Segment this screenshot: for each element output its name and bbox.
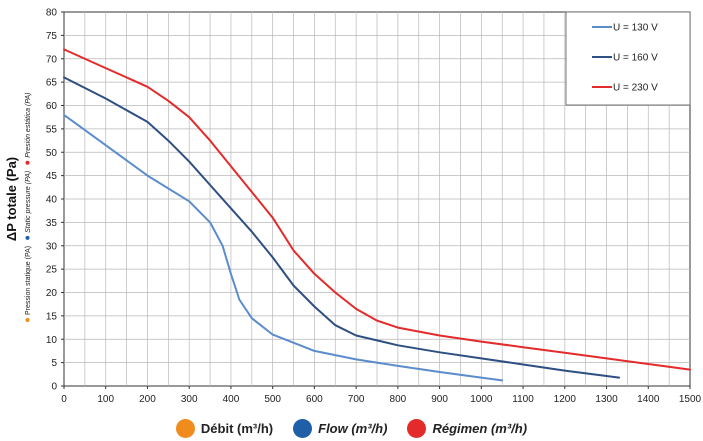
x-tick-label: 500 [264,394,281,405]
y-axis-title: ΔP totale (Pa) [4,157,19,241]
bottom-legend-item-regimen: Régimen (m³/h) [407,418,528,438]
x-tick-label: 400 [223,394,240,405]
x-tick-label: 1200 [554,394,577,405]
y-tick-label: 65 [46,78,58,89]
x-tick-label: 700 [348,394,365,405]
bottom-legend-label-debit: Débit (m³/h) [200,420,274,436]
x-tick-label: 200 [139,394,156,405]
x-tick-label: 1000 [470,394,493,405]
legend-box [565,11,691,106]
y-tick-label: 75 [46,31,58,42]
blue-dot-icon [293,418,313,438]
x-tick-label: 100 [97,394,114,405]
x-tick-label: 1300 [595,394,618,405]
y-axis-note: Pression statique (PA) [25,246,32,315]
y-tick-label: 45 [46,171,58,182]
y-tick-label: 50 [46,148,58,159]
legend-label: U = 130 V [613,23,658,34]
legend-label: U = 160 V [613,53,658,64]
y-tick-label: 70 [46,54,58,65]
y-tick-label: 60 [46,101,58,112]
series-line-3 [63,48,691,371]
orange-dot-icon [175,418,195,438]
x-tick-label: 1400 [637,394,660,405]
y-tick-label: 25 [46,265,58,276]
y-axis-note: Static pressure (PA) [25,171,32,233]
bottom-legend-label-regimen: Régimen (m³/h) [432,420,528,436]
legend-label: U = 230 V [613,83,658,94]
y-axis-note: Presión estática (PA) [25,93,32,158]
y-tick-label: 10 [46,335,58,346]
note-dot-icon [25,160,30,165]
y-axis-notes: Pression statique (PA) Static pressure (P… [25,93,32,322]
x-tick-label: 800 [390,394,407,405]
y-tick-label: 30 [46,241,58,252]
y-tick-label: 80 [46,8,58,19]
pressure-flow-chart: 0 100 200 300 400 500 600 700 800 900 1000 1100 1200… [4,8,702,406]
chart-legend: U = 130 V U = 160 V U = 230 V [565,11,691,106]
series-line-1 [63,113,504,382]
y-tick-label: 0 [51,382,57,393]
y-axis-label-group: ΔP totale (Pa) [4,157,19,241]
x-tick-label: 1500 [679,394,702,405]
y-tick-label: 40 [46,195,58,206]
red-dot-icon [407,418,427,438]
x-tick-label: 0 [61,394,67,405]
bottom-legend: Débit (m³/h) Flow (m³/h) Régimen (m³/h) [0,416,703,440]
series-line-2 [63,76,621,379]
bottom-legend-item-debit: Débit (m³/h) [175,418,274,438]
y-tick-label: 5 [51,358,57,369]
x-tick-label: 600 [306,394,323,405]
note-dot-icon [25,318,30,322]
x-tick-label: 300 [181,394,198,405]
bottom-legend-label-flow: Flow (m³/h) [318,420,388,436]
x-tick-label: 1100 [512,394,534,405]
y-tick-label: 55 [46,124,58,135]
y-tick-label: 15 [46,311,58,322]
y-tick-label: 20 [46,288,58,299]
x-tick-label: 900 [431,394,448,405]
y-tick-label: 35 [46,218,58,229]
bottom-legend-item-flow: Flow (m³/h) [293,418,388,438]
note-dot-icon [25,235,30,240]
